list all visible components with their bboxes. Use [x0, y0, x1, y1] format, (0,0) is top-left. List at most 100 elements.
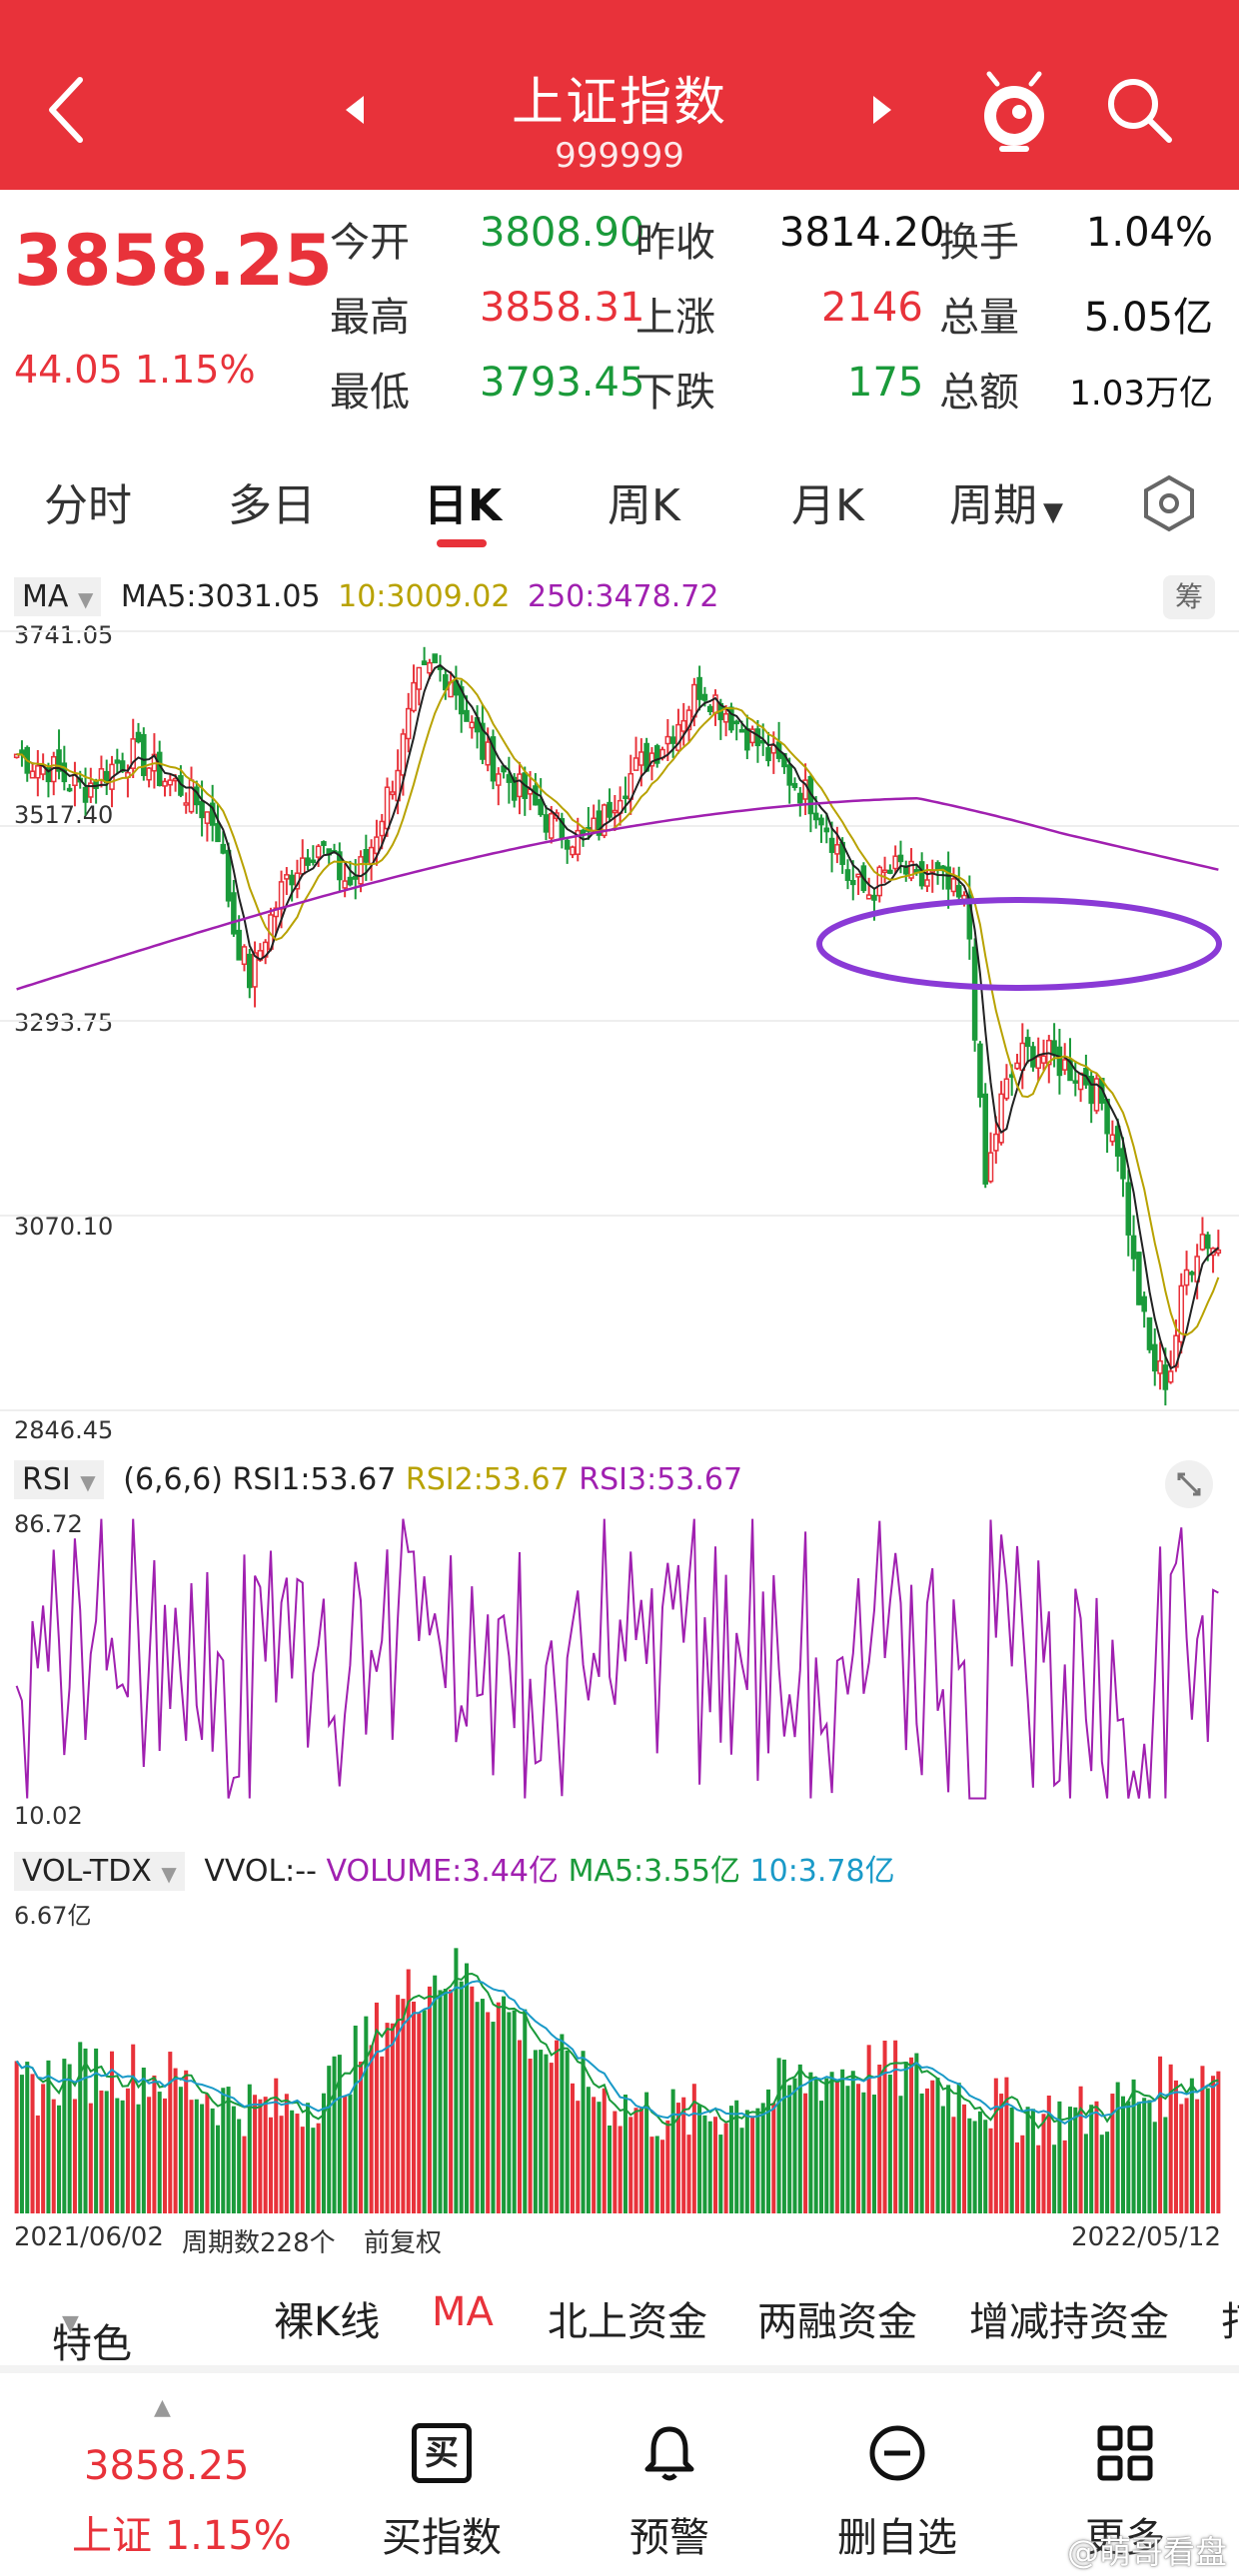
- candle-body: [458, 686, 465, 715]
- volume-bar: [475, 2002, 480, 2213]
- tab-monthly-k[interactable]: 月K: [791, 480, 864, 531]
- tab-intraday[interactable]: 分时: [44, 480, 132, 531]
- bottom-nav: ▲ 3858.25 上证 1.15% 买 买指数 预警 删自选 更多: [0, 2367, 1239, 2576]
- indicator-bare-k[interactable]: 裸K线: [274, 2299, 381, 2345]
- volume-bar: [597, 2102, 602, 2213]
- bottom-quote[interactable]: ▲ 3858.25 上证 1.15%: [14, 2373, 314, 2573]
- volume-bar: [316, 2123, 321, 2213]
- candle-body: [1125, 1182, 1132, 1236]
- volume-bar: [744, 2110, 749, 2213]
- volume-bar: [178, 2087, 183, 2213]
- tab-daily-k[interactable]: 日K: [424, 480, 503, 531]
- volume-bar: [104, 2091, 109, 2213]
- candle-body: [379, 820, 385, 837]
- volume-bar: [459, 1981, 464, 2213]
- vol-selector[interactable]: VOL-TDX ▼: [14, 1852, 185, 1891]
- volume-bar: [818, 2101, 823, 2213]
- volume-bar: [321, 2093, 326, 2213]
- chip-distribution-button[interactable]: 筹: [1163, 575, 1215, 619]
- volume-bar: [988, 2128, 993, 2213]
- volume-bar: [797, 2064, 802, 2213]
- indicator-northbound[interactable]: 北上资金: [548, 2299, 707, 2345]
- volume-bar: [686, 2135, 691, 2213]
- tab-weekly-k[interactable]: 周K: [608, 480, 680, 531]
- volume-bar: [622, 2095, 627, 2213]
- alert-button[interactable]: 预警: [570, 2373, 769, 2573]
- indicator-bar: 特色▼ 裸K线 MA 北上资金 两融资金 增减持资金 打: [0, 2267, 1239, 2367]
- volume-bar: [300, 2127, 305, 2213]
- volume-bar: [739, 2128, 744, 2213]
- candle-body: [1056, 1046, 1063, 1077]
- prev-stock-icon[interactable]: [340, 90, 370, 130]
- volume-bar: [1030, 2109, 1035, 2213]
- volume-bar: [702, 2115, 707, 2213]
- candle-body: [390, 791, 396, 796]
- tab-multi-day[interactable]: 多日: [228, 480, 316, 531]
- caret-down-icon: ▼: [1043, 497, 1063, 527]
- indicator-margin[interactable]: 两融资金: [757, 2299, 917, 2345]
- volume-bar: [1078, 2086, 1083, 2213]
- volume-bar: [675, 2103, 680, 2213]
- tab-period[interactable]: 周期 ▼: [949, 469, 1063, 533]
- search-icon[interactable]: [1099, 70, 1179, 150]
- ma-selector[interactable]: MA ▼: [14, 577, 102, 616]
- alert-label: 预警: [629, 2515, 709, 2561]
- volume-bar: [903, 2062, 908, 2213]
- candle-body: [812, 812, 819, 821]
- index-code: 999999: [555, 136, 684, 176]
- volume-bar: [1052, 2145, 1057, 2213]
- candle-body: [580, 829, 587, 835]
- rsi-selector[interactable]: RSI ▼: [14, 1460, 104, 1499]
- candle-body: [823, 827, 830, 833]
- candle-body: [241, 946, 248, 966]
- vol-ma5-line: [15, 1972, 1219, 2130]
- volume-bar: [608, 2125, 613, 2213]
- volume-bar: [25, 2062, 30, 2213]
- bell-icon: [644, 2426, 694, 2481]
- volume-chart[interactable]: [0, 1894, 1239, 2223]
- volume-bar: [771, 2103, 776, 2213]
- rsi-chart[interactable]: [0, 1516, 1239, 1816]
- candle-body: [405, 707, 412, 740]
- volume-bar: [993, 2078, 998, 2213]
- candle-body: [1114, 1126, 1121, 1157]
- candle-body: [82, 786, 89, 803]
- volume-bar: [1184, 2098, 1189, 2213]
- next-stock-icon[interactable]: [867, 90, 897, 130]
- candle-body: [876, 866, 883, 897]
- indicator-more[interactable]: 打: [1221, 2289, 1239, 2347]
- volume-bar: [638, 2107, 643, 2213]
- candle-body: [289, 874, 295, 886]
- volume-bar: [1094, 2101, 1099, 2213]
- indicator-ma[interactable]: MA: [432, 2289, 494, 2335]
- settings-hexagon-icon[interactable]: [1139, 473, 1199, 533]
- volume-bar: [1041, 2114, 1046, 2213]
- candle-body: [130, 738, 136, 769]
- remove-watchlist-button[interactable]: 删自选: [797, 2373, 997, 2573]
- volume-bar: [523, 2009, 528, 2213]
- candle-body: [1178, 1285, 1185, 1343]
- volume-bar: [30, 2074, 35, 2213]
- buy-index-button[interactable]: 买 买指数: [342, 2373, 542, 2573]
- volume-bar: [893, 2040, 898, 2213]
- candle-body: [56, 749, 62, 772]
- volume-bar: [681, 2097, 686, 2213]
- volume-bar: [602, 2088, 607, 2213]
- volume-bar: [930, 2080, 935, 2213]
- back-arrow-icon[interactable]: [40, 70, 100, 150]
- volume-bar: [834, 2080, 839, 2213]
- volume-bar: [1009, 2107, 1014, 2213]
- candle-body: [1077, 1072, 1084, 1091]
- volume-bar: [359, 2062, 364, 2213]
- assistant-bot-icon[interactable]: [969, 66, 1059, 156]
- y-axis-label: 3741.05: [14, 621, 114, 649]
- candle-body: [496, 773, 502, 786]
- candle-body: [738, 729, 745, 733]
- volume-bar: [845, 2086, 850, 2213]
- quote-label: 下跌: [635, 370, 715, 416]
- more-button[interactable]: 更多: [1025, 2373, 1225, 2573]
- volume-bar: [348, 2094, 353, 2213]
- expand-icon[interactable]: [1163, 1458, 1215, 1510]
- kline-chart[interactable]: [0, 619, 1239, 1448]
- indicator-holding-change[interactable]: 增减持资金: [969, 2299, 1169, 2345]
